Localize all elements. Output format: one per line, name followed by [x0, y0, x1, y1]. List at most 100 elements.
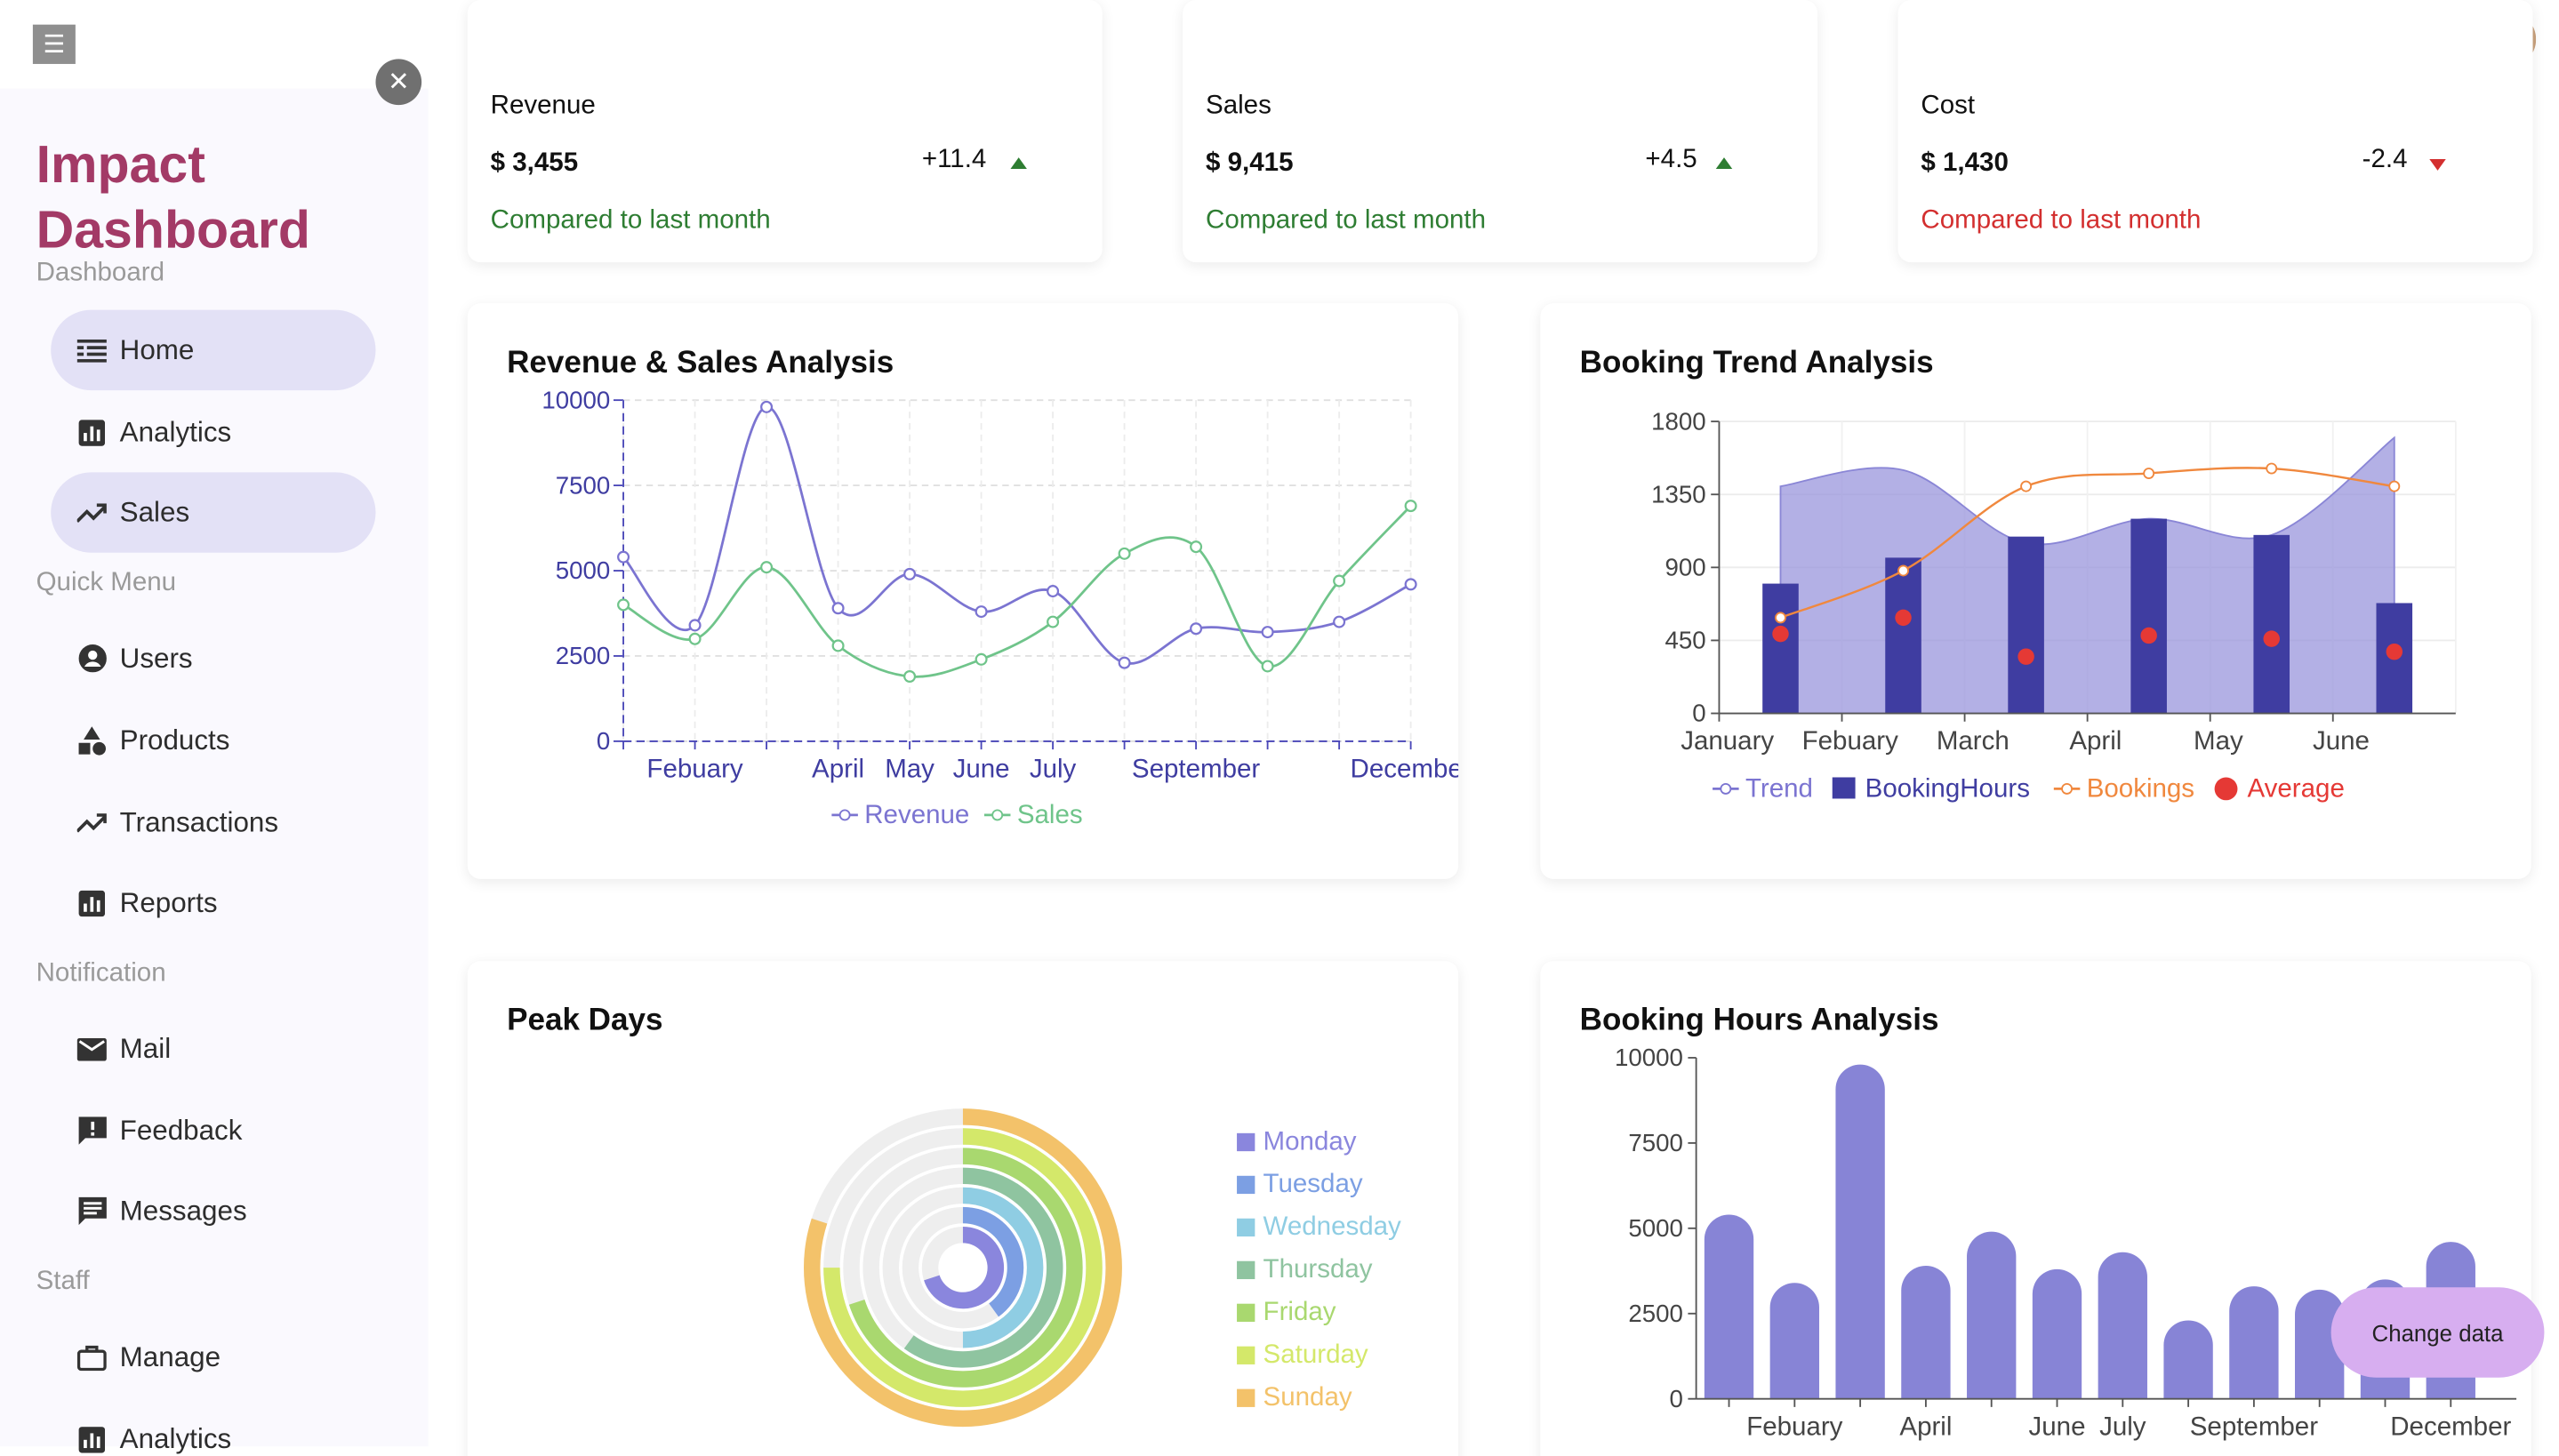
radial-bar-thursday: [903, 1167, 1063, 1368]
y-tick-label: 0: [1692, 700, 1705, 727]
booking-hours-bar: [1704, 1214, 1754, 1399]
booking-hours-bar: [2098, 1252, 2147, 1399]
sidebar-item-label: Feedback: [119, 1114, 243, 1146]
average-point: [2018, 648, 2034, 665]
sidebar-item-label: Transactions: [119, 805, 279, 837]
data-point: [975, 652, 988, 666]
data-point: [1190, 622, 1203, 636]
average-point: [2263, 630, 2280, 647]
arrow-down-icon: [2429, 158, 2446, 171]
bookings-point: [1775, 612, 1786, 624]
menu-icon[interactable]: ☰: [32, 24, 76, 64]
sidebar-item-label: Analytics: [119, 1422, 232, 1454]
y-tick-label: 2500: [1628, 1300, 1683, 1327]
user-icon: [77, 644, 107, 673]
sidebar-item-reports[interactable]: Reports: [51, 862, 375, 942]
change-data-button[interactable]: Change data: [2330, 1287, 2545, 1378]
trending-icon: [76, 808, 107, 837]
brand-title: Impact Dashboard: [36, 134, 310, 260]
booking-hours-bar: [2008, 536, 2044, 714]
booking-hours-bar: [1762, 583, 1799, 714]
x-tick-label: Febuary: [1746, 1412, 1842, 1441]
y-tick-label: 7500: [556, 471, 611, 499]
sidebar-item-sales[interactable]: Sales: [51, 472, 376, 553]
y-tick-label: 5000: [1628, 1214, 1683, 1242]
sidebar-item-home[interactable]: Home: [51, 309, 376, 391]
sidebar: Impact Dashboard Dashboard Home Analytic…: [0, 88, 429, 1454]
legend-label: Revenue: [864, 800, 969, 829]
booking-hours-bar: [2163, 1320, 2213, 1399]
x-tick-label: April: [2069, 726, 2122, 756]
data-point: [831, 602, 845, 615]
x-tick-label: May: [885, 754, 935, 783]
section-staff: Staff: [36, 1268, 90, 1296]
legend-swatch: [1832, 777, 1856, 799]
sidebar-item-label: Manage: [119, 1340, 221, 1372]
legend-label: BookingHours: [1865, 774, 2030, 804]
legend-swatch: [1237, 1303, 1255, 1322]
kpi-value: $ 9,415: [1206, 148, 1294, 178]
data-point: [688, 619, 702, 632]
sidebar-item-messages[interactable]: Messages: [51, 1171, 375, 1251]
booking-hours-bar: [1835, 1064, 1885, 1399]
data-point: [1404, 578, 1417, 591]
mail-icon: [76, 1034, 107, 1063]
y-tick-label: 450: [1665, 627, 1706, 654]
sidebar-item-users[interactable]: Users: [51, 619, 375, 699]
chart-title: Booking Hours Analysis: [1579, 1004, 1939, 1038]
sidebar-item-label: Reports: [119, 886, 218, 918]
radial-bar-monday: [924, 1226, 1005, 1309]
message-icon: [77, 1196, 107, 1226]
kpi-value: $ 3,455: [490, 148, 579, 178]
sidebar-item-transactions[interactable]: Transactions: [51, 782, 375, 862]
data-point: [760, 561, 774, 574]
legend-label: Bookings: [2087, 774, 2194, 804]
sidebar-item-analytics[interactable]: Analytics: [51, 392, 375, 472]
bookings-point: [2143, 468, 2155, 479]
y-tick-label: 5000: [556, 556, 611, 584]
data-point: [617, 550, 630, 564]
y-tick-label: 10000: [541, 386, 610, 413]
sidebar-item-products[interactable]: Products: [51, 700, 375, 780]
sidebar-item-label: Messages: [119, 1195, 247, 1227]
sidebar-item-staff-analytics[interactable]: Analytics: [51, 1399, 375, 1456]
bar-chart-icon: [77, 888, 107, 917]
average-point: [1895, 609, 1912, 627]
x-tick-label: December: [2390, 1412, 2511, 1441]
bookings-point: [2020, 480, 2033, 492]
peak-days-card: Peak Days Monday Tuesday Wednesday Thursday…: [467, 961, 1459, 1456]
close-sidebar-button[interactable]: ✕: [375, 59, 422, 106]
x-tick-label: Febuary: [646, 754, 742, 783]
kpi-title: Revenue: [490, 92, 596, 120]
x-tick-label: April: [1899, 1412, 1952, 1441]
bookings-point: [2266, 462, 2278, 475]
trending-icon: [76, 498, 107, 527]
y-tick-label: 2500: [556, 642, 611, 669]
sidebar-item-feedback[interactable]: Feedback: [51, 1091, 375, 1171]
x-tick-label: Febuary: [1802, 726, 1898, 756]
kpi-rate: -2.4: [2362, 146, 2408, 174]
average-point: [2386, 643, 2403, 660]
x-tick-label: March: [1937, 726, 2009, 756]
data-point: [617, 598, 630, 612]
kpi-compare: Compared to last month: [1921, 206, 2202, 235]
arrow-up-icon: [1010, 157, 1027, 170]
kpi-card-cost: Cost $ 1,430 -2.4 Compared to last month: [1897, 0, 2533, 263]
home-icon: [76, 335, 107, 364]
x-tick-label: January: [1681, 726, 1774, 756]
sidebar-item-manage[interactable]: Manage: [51, 1316, 375, 1396]
data-point: [975, 605, 988, 619]
legend-swatch: [1237, 1346, 1255, 1364]
sidebar-item-mail[interactable]: Mail: [51, 1009, 375, 1089]
sidebar-item-label: Analytics: [119, 415, 232, 447]
data-point: [1333, 615, 1346, 628]
peak-days-chart: Monday Tuesday Wednesday Thursday Friday Satu…: [804, 1108, 1401, 1428]
sidebar-item-label: Products: [119, 724, 230, 756]
kpi-card-sales: Sales $ 9,415 +4.5 Compared to last mont…: [1183, 0, 1818, 263]
booking-trend-chart: 0 450 900 1350 1800 January Febuary March April M…: [1651, 407, 2457, 804]
series-line-sales: [622, 505, 1412, 678]
revenue-sales-chart: 0 2500 5000 7500 10000 Febuary April May June Jul…: [541, 386, 1458, 829]
data-point: [1118, 547, 1131, 560]
legend-label: Trend: [1745, 774, 1813, 804]
sidebar-item-label: Users: [119, 642, 193, 674]
